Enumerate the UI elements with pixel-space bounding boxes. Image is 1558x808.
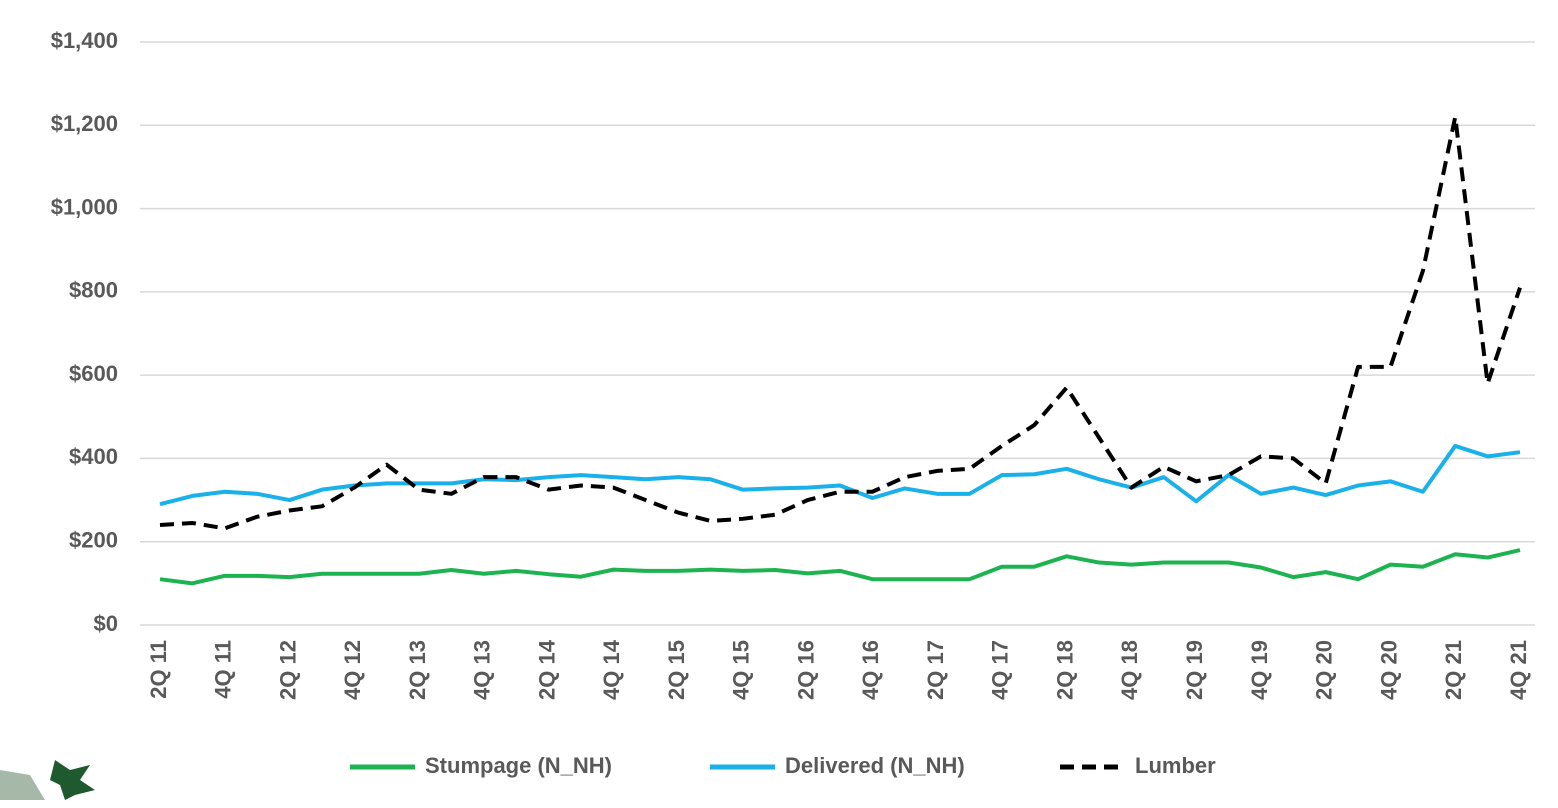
line-series [159,443,1521,507]
y-tick-label: $1,200 [51,111,118,136]
line-series [159,548,1521,586]
y-tick-label: $1,000 [51,194,118,219]
x-tick-label: 2Q 11 [146,640,171,699]
y-tick-label: $400 [69,444,118,469]
x-tick-label: 2Q 18 [1052,640,1077,700]
x-tick-label: 4Q 16 [858,640,883,700]
x-tick-label: 2Q 17 [923,640,948,700]
x-tick-label: 2Q 15 [664,640,689,700]
x-tick-label: 2Q 21 [1441,640,1466,700]
logo [0,760,95,800]
x-tick-label: 4Q 18 [1117,640,1142,700]
x-tick-label: 4Q 14 [599,639,624,700]
legend-label: Stumpage (N_NH) [425,753,612,778]
y-tick-label: $200 [69,528,118,553]
x-tick-label: 2Q 20 [1312,640,1337,700]
x-tick-label: 2Q 14 [534,639,559,700]
x-tick-label: 4Q 13 [470,640,495,700]
x-tick-label: 4Q 21 [1506,640,1531,700]
x-tick-label: 4Q 12 [340,640,365,700]
x-tick-label: 4Q 11 [211,640,236,699]
x-tick-label: 2Q 13 [405,640,430,700]
y-tick-label: $0 [94,611,118,636]
legend-label: Delivered (N_NH) [785,753,965,778]
x-tick-label: 2Q 16 [793,640,818,700]
x-tick-label: 4Q 15 [729,640,754,700]
x-tick-label: 4Q 20 [1376,640,1401,700]
line-series [159,114,1522,531]
y-tick-label: $800 [69,278,118,303]
x-tick-label: 2Q 12 [275,640,300,700]
x-tick-label: 4Q 17 [988,640,1013,700]
y-tick-label: $1,400 [51,28,118,53]
y-tick-label: $600 [69,361,118,386]
x-tick-label: 4Q 19 [1247,640,1272,700]
x-tick-label: 2Q 19 [1182,640,1207,700]
legend-label: Lumber [1135,753,1216,778]
